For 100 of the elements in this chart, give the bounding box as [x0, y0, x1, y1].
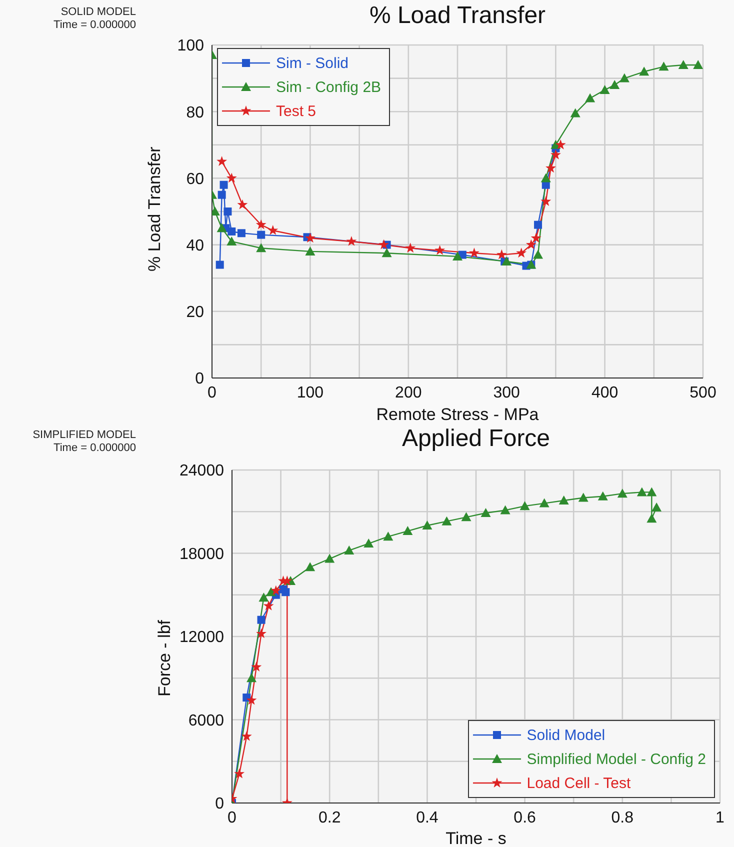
x-tick-label: 400 [591, 384, 618, 402]
point [578, 492, 588, 502]
point [226, 236, 237, 246]
point [224, 208, 232, 216]
point [216, 260, 224, 269]
point [234, 768, 245, 778]
point [658, 62, 669, 71]
point [382, 248, 392, 258]
point [678, 60, 688, 69]
point [600, 84, 610, 94]
point [268, 224, 278, 235]
point [324, 554, 335, 563]
legend-label: Sim - Solid [276, 54, 349, 72]
chart-title: Applied Force [400, 425, 552, 453]
point [539, 498, 550, 508]
x-tick-label: 0.4 [416, 809, 438, 826]
point [378, 239, 390, 250]
point [558, 496, 569, 505]
point [220, 180, 228, 189]
point [216, 156, 228, 166]
point [422, 520, 432, 530]
point [496, 249, 507, 260]
point [598, 491, 608, 500]
point [468, 248, 480, 258]
text: SOLID MODEL [60, 6, 136, 19]
y-tick-label: 40 [186, 237, 204, 254]
x-axis-title: Remote Stress - MPa [376, 405, 540, 424]
point [237, 229, 246, 238]
point [693, 60, 703, 69]
y-tick-label: 100 [177, 38, 204, 55]
point [257, 230, 266, 239]
point [344, 545, 354, 554]
point [405, 242, 416, 253]
y-tick-label: 12000 [180, 629, 224, 646]
y-tick-label: 60 [186, 170, 204, 188]
point [251, 662, 262, 672]
point [636, 487, 647, 496]
point [555, 139, 566, 150]
point [540, 173, 551, 182]
y-axis-title: % Load Transfer [145, 146, 164, 272]
point [434, 244, 446, 255]
point [304, 232, 316, 243]
point [610, 80, 620, 89]
x-axis-title: Time - s [446, 829, 506, 847]
point [520, 501, 530, 510]
y-tick-label: 6000 [188, 712, 224, 730]
legend-label: Load Cell - Test [526, 774, 631, 792]
point [263, 600, 274, 610]
point [383, 532, 394, 541]
point [305, 246, 316, 256]
point [452, 251, 462, 260]
point [480, 508, 491, 518]
point [305, 562, 316, 572]
point [282, 588, 290, 596]
x-tick-label: 0.8 [611, 809, 634, 826]
point [502, 256, 512, 266]
point [237, 199, 248, 210]
point [402, 526, 413, 536]
x-tick-label: 500 [690, 384, 716, 402]
y-axis-title: Force - lbf [155, 620, 174, 696]
point [533, 250, 544, 259]
point [442, 516, 452, 526]
legend-label: Solid Model [526, 726, 606, 744]
x-tick-label: 0 [228, 809, 237, 826]
x-tick-label: 0.2 [318, 809, 341, 826]
chart-title: % Load Transfer [368, 2, 547, 30]
point [364, 538, 374, 548]
point [461, 512, 472, 522]
point [516, 248, 527, 258]
point [534, 220, 542, 229]
point [550, 149, 561, 160]
point [526, 239, 536, 250]
point [258, 592, 269, 602]
text: Time = 0.000000 [54, 19, 136, 32]
point [619, 73, 630, 82]
point [530, 232, 542, 243]
point [216, 223, 227, 232]
y-tick-label: 24000 [180, 462, 224, 480]
point [346, 236, 357, 246]
point [228, 227, 236, 236]
point [585, 93, 596, 102]
y-tick-label: 18000 [180, 546, 224, 563]
x-tick-label: 200 [395, 384, 422, 402]
point [546, 162, 556, 173]
point [218, 190, 226, 199]
text: SIMPLIFIED MODEL [32, 429, 136, 442]
point [256, 243, 266, 252]
point [500, 505, 510, 514]
legend-label: Simplified Model - Config 2 [526, 750, 706, 768]
point [246, 694, 257, 705]
point [617, 488, 628, 498]
point [570, 108, 580, 118]
text: Time = 0.000000 [52, 442, 136, 455]
point [226, 172, 237, 183]
point [256, 219, 266, 230]
point [241, 730, 252, 741]
y-tick-label: 80 [186, 104, 204, 122]
point [256, 628, 267, 638]
y-tick-label: 20 [186, 304, 204, 322]
point [652, 502, 662, 512]
